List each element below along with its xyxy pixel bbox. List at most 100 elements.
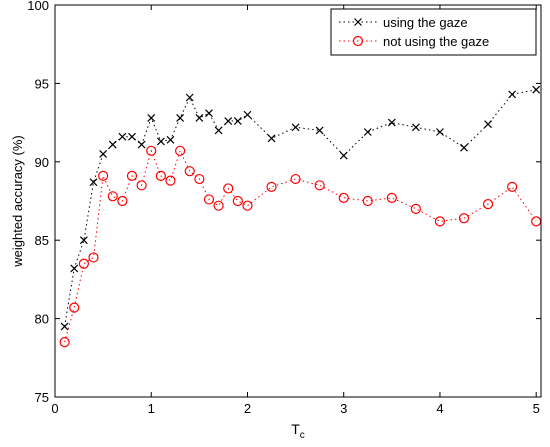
legend-label: not using the gaze <box>383 34 489 49</box>
x-marker-stroke <box>484 120 492 129</box>
data-point <box>156 137 165 146</box>
data-point <box>233 117 242 125</box>
axis-ticks: 0 1 2 3 4 5 75 80 85 90 95 100 <box>27 0 541 416</box>
data-point <box>243 110 252 119</box>
data-point <box>214 126 223 135</box>
x-marker-stroke <box>176 113 185 122</box>
data-point <box>165 175 176 186</box>
x-marker-stroke <box>224 117 233 125</box>
data-point <box>411 123 420 132</box>
data-point <box>458 213 470 224</box>
x-axis-label: Tc <box>291 421 305 441</box>
x-marker-stroke <box>267 134 276 143</box>
x-marker-stroke <box>460 143 468 152</box>
x-axis-label-subscript: c <box>300 430 305 441</box>
data-point <box>175 145 186 156</box>
data-point <box>362 195 373 207</box>
x-marker-stroke <box>508 90 517 99</box>
data-point <box>118 132 127 141</box>
data-point <box>363 128 372 136</box>
x-marker-stroke <box>147 113 156 122</box>
x-marker-stroke <box>205 109 213 118</box>
data-point <box>128 132 136 141</box>
data-point <box>78 258 89 269</box>
data-point <box>213 200 224 211</box>
x-marker-stroke <box>291 123 300 132</box>
data-point <box>532 85 541 94</box>
series-line <box>64 149 537 343</box>
x-marker-stroke <box>99 150 108 158</box>
data-point <box>387 118 396 127</box>
plot-marks <box>59 85 542 348</box>
data-point <box>508 90 517 99</box>
x-marker-stroke <box>411 123 420 132</box>
y-tick-label: 90 <box>35 155 49 170</box>
y-tick-label: 100 <box>27 0 49 13</box>
legend-marker <box>352 35 364 47</box>
y-axis-label: weighted accuracy (%) <box>10 135 25 268</box>
x-marker-stroke <box>233 117 242 125</box>
data-point <box>136 180 147 191</box>
data-point <box>242 200 253 211</box>
legend: using the gaze not using the gaze <box>330 8 537 56</box>
data-point <box>147 113 156 122</box>
data-point <box>203 194 215 205</box>
data-point <box>507 181 518 192</box>
data-point <box>482 199 494 210</box>
data-point <box>194 173 205 185</box>
data-point <box>267 134 276 143</box>
data-point <box>224 117 233 125</box>
data-point <box>79 236 88 245</box>
x-tick-label: 1 <box>148 401 155 416</box>
legend-marker <box>354 18 362 26</box>
data-point <box>98 170 109 182</box>
data-point <box>108 140 117 149</box>
y-tick-label: 85 <box>35 233 49 248</box>
data-point <box>185 93 194 102</box>
x-marker-stroke <box>60 322 69 331</box>
data-point <box>205 109 213 118</box>
x-marker-stroke <box>185 93 194 102</box>
x-marker-stroke <box>89 178 98 187</box>
x-marker-stroke <box>339 151 348 160</box>
y-tick-label: 95 <box>35 76 49 91</box>
data-point <box>59 337 70 348</box>
x-marker-stroke <box>156 137 165 146</box>
x-tick-label: 5 <box>533 401 540 416</box>
x-marker-stroke <box>79 236 88 245</box>
x-marker-stroke <box>315 126 324 135</box>
x-tick-label: 3 <box>340 401 347 416</box>
x-marker-stroke <box>195 113 204 122</box>
series-line <box>64 89 537 327</box>
data-point <box>290 173 301 185</box>
data-point <box>89 178 98 187</box>
legend-label: using the gaze <box>383 15 468 30</box>
data-point <box>436 128 444 136</box>
data-point <box>232 195 243 207</box>
data-point <box>69 302 80 313</box>
y-tick-label: 75 <box>35 390 49 405</box>
data-point <box>155 170 166 182</box>
data-point <box>60 322 69 331</box>
x-marker-stroke <box>214 126 223 135</box>
data-point <box>146 145 157 156</box>
series-0 <box>60 85 541 331</box>
x-axis-label-main: T <box>291 421 300 437</box>
data-point <box>410 203 421 214</box>
data-point <box>314 180 325 191</box>
x-marker-stroke <box>108 140 117 149</box>
x-marker-stroke <box>387 118 396 127</box>
data-point <box>99 150 108 158</box>
data-point <box>434 216 446 227</box>
data-point <box>484 120 492 129</box>
x-marker-stroke <box>128 132 136 141</box>
x-marker-stroke <box>436 128 444 136</box>
legend-box <box>330 8 537 56</box>
data-point <box>166 135 175 144</box>
y-tick-label: 80 <box>35 312 49 327</box>
data-point <box>315 126 324 135</box>
data-point <box>137 140 146 149</box>
x-marker-stroke <box>166 135 175 144</box>
data-point <box>338 192 349 203</box>
